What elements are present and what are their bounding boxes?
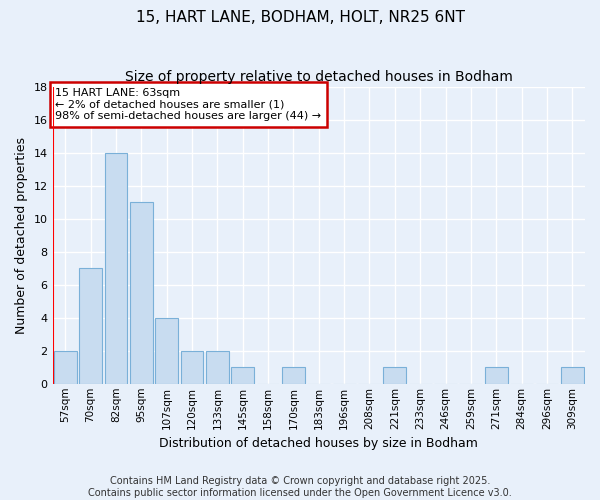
Bar <box>383 368 406 384</box>
Bar <box>104 152 127 384</box>
Text: Contains HM Land Registry data © Crown copyright and database right 2025.
Contai: Contains HM Land Registry data © Crown c… <box>88 476 512 498</box>
Bar <box>130 202 152 384</box>
Bar <box>282 368 305 384</box>
Y-axis label: Number of detached properties: Number of detached properties <box>15 136 28 334</box>
Bar <box>155 318 178 384</box>
Title: Size of property relative to detached houses in Bodham: Size of property relative to detached ho… <box>125 70 513 84</box>
Bar <box>79 268 102 384</box>
Bar <box>54 350 77 384</box>
Bar <box>485 368 508 384</box>
X-axis label: Distribution of detached houses by size in Bodham: Distribution of detached houses by size … <box>160 437 478 450</box>
Bar <box>231 368 254 384</box>
Bar <box>561 368 584 384</box>
Bar <box>181 350 203 384</box>
Bar <box>206 350 229 384</box>
Text: 15 HART LANE: 63sqm
← 2% of detached houses are smaller (1)
98% of semi-detached: 15 HART LANE: 63sqm ← 2% of detached hou… <box>55 88 322 121</box>
Text: 15, HART LANE, BODHAM, HOLT, NR25 6NT: 15, HART LANE, BODHAM, HOLT, NR25 6NT <box>136 10 464 25</box>
